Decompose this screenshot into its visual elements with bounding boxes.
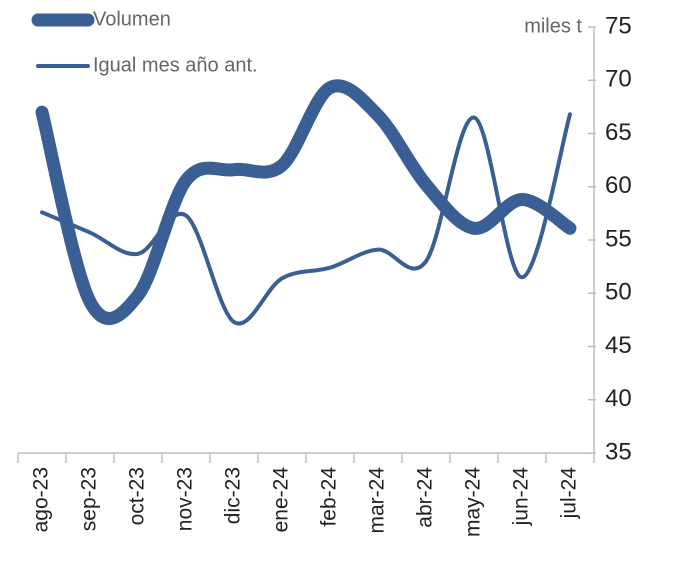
- x-tick-label: jul-24: [558, 467, 581, 520]
- x-tick-label: abr-24: [414, 467, 437, 528]
- y-tick-label: 55: [605, 225, 632, 252]
- y-tick-label: 45: [605, 332, 632, 359]
- x-tick-label: sep-23: [78, 467, 101, 531]
- x-tick-label: ago-23: [30, 467, 53, 532]
- series-line: [35, 79, 577, 325]
- y-tick-label: 40: [605, 385, 632, 412]
- y-tick-label: 60: [605, 172, 632, 199]
- y-tick-label: 65: [605, 119, 632, 146]
- x-tick-label: dic-23: [222, 467, 245, 524]
- x-tick-label: nov-23: [174, 467, 197, 531]
- x-tick-label: oct-23: [126, 467, 149, 525]
- x-tick-label: mar-24: [366, 467, 389, 534]
- y-tick-label: 75: [605, 12, 632, 39]
- y-tick-label: 35: [605, 438, 632, 465]
- y-tick-label: 70: [605, 66, 632, 93]
- x-tick-label: may-24: [462, 467, 485, 537]
- x-tick-label: jun-24: [510, 467, 533, 527]
- legend-label: Igual mes año ant.: [93, 54, 258, 76]
- x-tick-label: feb-24: [318, 467, 341, 527]
- x-tick-label: ene-24: [270, 467, 293, 533]
- y-tick-label: 50: [605, 279, 632, 306]
- legend-label: Volumen: [93, 8, 171, 30]
- series-line: [40, 112, 572, 326]
- y-axis-label: miles t: [524, 15, 582, 37]
